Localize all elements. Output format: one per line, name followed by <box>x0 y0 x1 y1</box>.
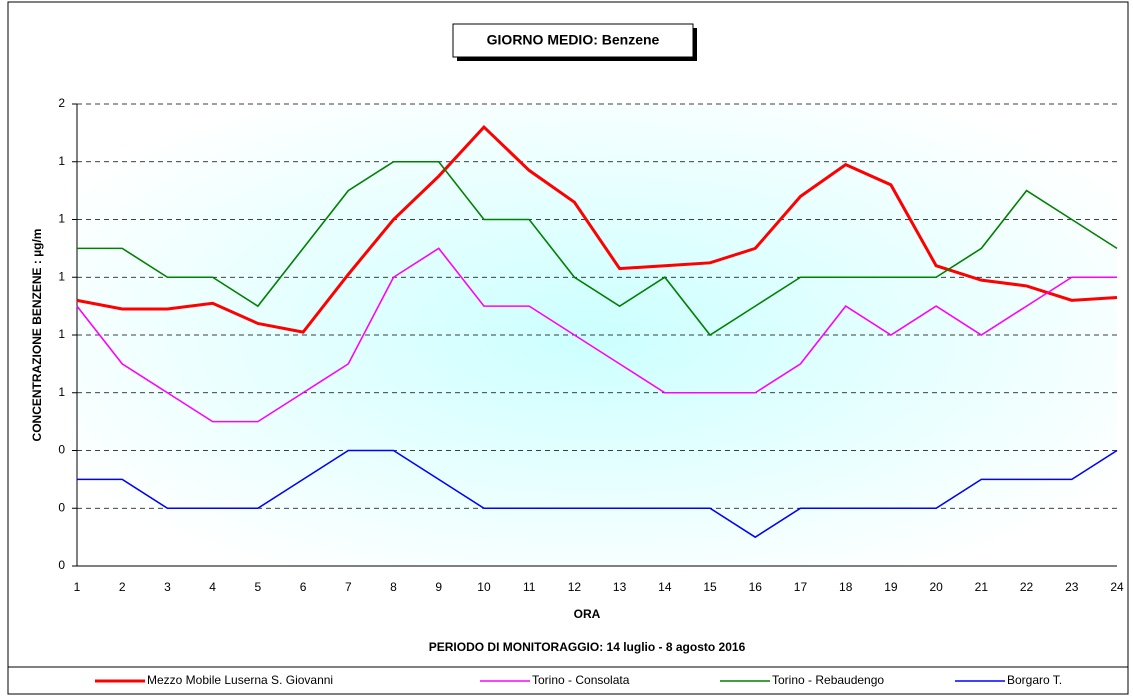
x-tick-label: 19 <box>884 580 898 594</box>
x-tick-label: 18 <box>839 580 853 594</box>
x-tick-label: 15 <box>703 580 717 594</box>
x-tick-label: 13 <box>613 580 627 594</box>
x-tick-label: 7 <box>345 580 352 594</box>
x-tick-label: 10 <box>477 580 491 594</box>
series-line <box>77 449 1118 539</box>
x-axis-label: ORA <box>574 607 601 621</box>
x-tick-label: 24 <box>1110 580 1124 594</box>
y-tick-label: 0 <box>58 443 65 457</box>
legend-label: Torino - Rebaudengo <box>772 673 884 687</box>
y-tick-label: 1 <box>58 212 65 226</box>
chart-title: GIORNO MEDIO: Benzene <box>487 32 660 48</box>
y-tick-label: 1 <box>58 154 65 168</box>
series-line <box>77 160 1118 337</box>
x-tick-label: 5 <box>255 580 262 594</box>
x-tick-label: 6 <box>300 580 307 594</box>
legend-label: Torino - Consolata <box>532 673 630 687</box>
x-tick-label: 1 <box>74 580 81 594</box>
y-tick-label: 2 <box>58 96 65 110</box>
y-tick-label: 0 <box>58 558 65 572</box>
x-tick-label: 12 <box>568 580 582 594</box>
x-tick-label: 14 <box>658 580 672 594</box>
x-tick-label: 2 <box>119 580 126 594</box>
x-tick-label: 4 <box>209 580 216 594</box>
x-tick-label: 3 <box>164 580 171 594</box>
x-tick-label: 8 <box>390 580 397 594</box>
y-tick-label: 0 <box>58 500 65 514</box>
series-line <box>76 247 1117 423</box>
subtitle: PERIODO DI MONITORAGGIO: 14 luglio - 8 a… <box>429 640 746 654</box>
series-line <box>76 124 1118 334</box>
legend-box <box>7 666 1129 695</box>
x-tick-label: 22 <box>1020 580 1034 594</box>
legend-label: Borgaro T. <box>1007 673 1062 687</box>
x-tick-label: 17 <box>794 580 808 594</box>
title-box <box>452 23 694 58</box>
x-tick-label: 16 <box>749 580 763 594</box>
x-tick-label: 11 <box>523 580 536 594</box>
x-tick-label: 20 <box>929 580 943 594</box>
y-tick-label: 1 <box>58 327 65 341</box>
y-tick-label: 1 <box>58 269 65 283</box>
legend-label: Mezzo Mobile Luserna S. Giovanni <box>147 673 333 687</box>
y-axis-label: CONCENTRAZIONE BENZENE : µg/m <box>30 229 44 442</box>
x-tick-label: 23 <box>1065 580 1079 594</box>
y-tick-label: 1 <box>58 385 65 399</box>
x-tick-label: 9 <box>435 580 442 594</box>
x-tick-label: 21 <box>975 580 989 594</box>
